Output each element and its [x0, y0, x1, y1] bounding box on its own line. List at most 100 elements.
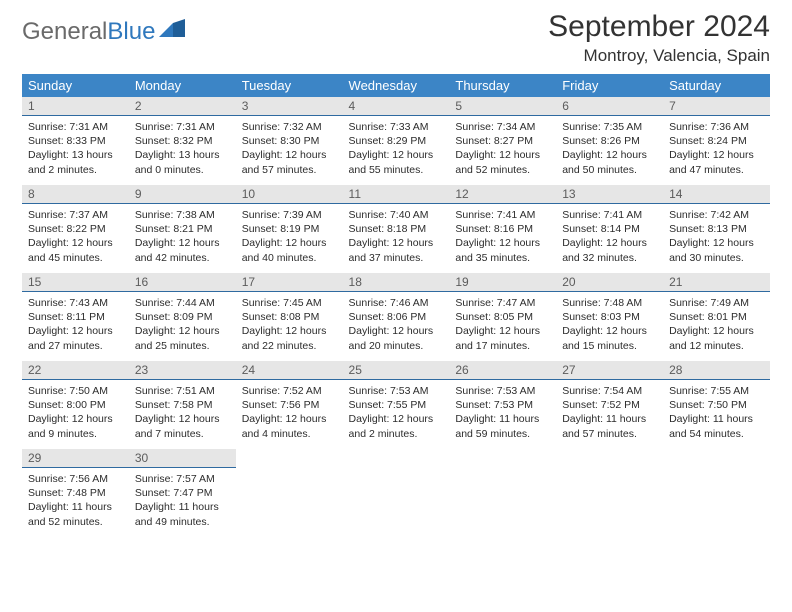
sunrise-line: Sunrise: 7:40 AM — [349, 208, 444, 222]
calendar-cell: 15Sunrise: 7:43 AMSunset: 8:11 PMDayligh… — [22, 273, 129, 361]
day-number: 22 — [22, 361, 129, 380]
day-number: 26 — [449, 361, 556, 380]
day-number: 5 — [449, 97, 556, 116]
day-details: Sunrise: 7:53 AMSunset: 7:53 PMDaylight:… — [449, 380, 556, 445]
sunrise-line: Sunrise: 7:43 AM — [28, 296, 123, 310]
daylight-line: Daylight: 12 hours and 20 minutes. — [349, 324, 444, 352]
day-details: Sunrise: 7:38 AMSunset: 8:21 PMDaylight:… — [129, 204, 236, 269]
sunrise-line: Sunrise: 7:44 AM — [135, 296, 230, 310]
sunrise-line: Sunrise: 7:45 AM — [242, 296, 337, 310]
day-details: Sunrise: 7:57 AMSunset: 7:47 PMDaylight:… — [129, 468, 236, 533]
daylight-line: Daylight: 12 hours and 37 minutes. — [349, 236, 444, 264]
day-number: 17 — [236, 273, 343, 292]
calendar-body: 1Sunrise: 7:31 AMSunset: 8:33 PMDaylight… — [22, 97, 770, 537]
title-block: September 2024 Montroy, Valencia, Spain — [548, 10, 770, 66]
calendar-cell: 3Sunrise: 7:32 AMSunset: 8:30 PMDaylight… — [236, 97, 343, 185]
sunset-line: Sunset: 8:05 PM — [455, 310, 550, 324]
sunset-line: Sunset: 8:08 PM — [242, 310, 337, 324]
calendar-cell: 14Sunrise: 7:42 AMSunset: 8:13 PMDayligh… — [663, 185, 770, 273]
sunset-line: Sunset: 8:30 PM — [242, 134, 337, 148]
sunrise-line: Sunrise: 7:52 AM — [242, 384, 337, 398]
weekday-header: Tuesday — [236, 74, 343, 97]
sunset-line: Sunset: 8:26 PM — [562, 134, 657, 148]
sunset-line: Sunset: 8:06 PM — [349, 310, 444, 324]
daylight-line: Daylight: 12 hours and 25 minutes. — [135, 324, 230, 352]
calendar-cell: 23Sunrise: 7:51 AMSunset: 7:58 PMDayligh… — [129, 361, 236, 449]
calendar-cell — [236, 449, 343, 537]
sunset-line: Sunset: 7:56 PM — [242, 398, 337, 412]
calendar-cell: 8Sunrise: 7:37 AMSunset: 8:22 PMDaylight… — [22, 185, 129, 273]
day-details: Sunrise: 7:45 AMSunset: 8:08 PMDaylight:… — [236, 292, 343, 357]
sunset-line: Sunset: 8:13 PM — [669, 222, 764, 236]
day-number: 2 — [129, 97, 236, 116]
daylight-line: Daylight: 12 hours and 47 minutes. — [669, 148, 764, 176]
calendar-cell: 30Sunrise: 7:57 AMSunset: 7:47 PMDayligh… — [129, 449, 236, 537]
day-number: 30 — [129, 449, 236, 468]
daylight-line: Daylight: 12 hours and 42 minutes. — [135, 236, 230, 264]
calendar-cell: 19Sunrise: 7:47 AMSunset: 8:05 PMDayligh… — [449, 273, 556, 361]
day-number: 15 — [22, 273, 129, 292]
sunset-line: Sunset: 7:52 PM — [562, 398, 657, 412]
day-details: Sunrise: 7:42 AMSunset: 8:13 PMDaylight:… — [663, 204, 770, 269]
day-details: Sunrise: 7:51 AMSunset: 7:58 PMDaylight:… — [129, 380, 236, 445]
day-details: Sunrise: 7:50 AMSunset: 8:00 PMDaylight:… — [22, 380, 129, 445]
daylight-line: Daylight: 12 hours and 2 minutes. — [349, 412, 444, 440]
sunset-line: Sunset: 8:16 PM — [455, 222, 550, 236]
day-details: Sunrise: 7:46 AMSunset: 8:06 PMDaylight:… — [343, 292, 450, 357]
sunset-line: Sunset: 8:03 PM — [562, 310, 657, 324]
calendar-cell: 9Sunrise: 7:38 AMSunset: 8:21 PMDaylight… — [129, 185, 236, 273]
sunrise-line: Sunrise: 7:33 AM — [349, 120, 444, 134]
sunset-line: Sunset: 7:47 PM — [135, 486, 230, 500]
day-number: 4 — [343, 97, 450, 116]
sunrise-line: Sunrise: 7:47 AM — [455, 296, 550, 310]
day-number: 19 — [449, 273, 556, 292]
day-number: 14 — [663, 185, 770, 204]
location: Montroy, Valencia, Spain — [548, 46, 770, 66]
sunrise-line: Sunrise: 7:35 AM — [562, 120, 657, 134]
weekday-header: Sunday — [22, 74, 129, 97]
weekday-header: Thursday — [449, 74, 556, 97]
sunset-line: Sunset: 8:14 PM — [562, 222, 657, 236]
day-number: 16 — [129, 273, 236, 292]
calendar-cell — [556, 449, 663, 537]
sunset-line: Sunset: 7:55 PM — [349, 398, 444, 412]
day-number: 12 — [449, 185, 556, 204]
brand-logo: GeneralBlue — [22, 10, 187, 46]
day-number: 18 — [343, 273, 450, 292]
daylight-line: Daylight: 13 hours and 0 minutes. — [135, 148, 230, 176]
sunset-line: Sunset: 8:22 PM — [28, 222, 123, 236]
daylight-line: Daylight: 11 hours and 49 minutes. — [135, 500, 230, 528]
daylight-line: Daylight: 11 hours and 52 minutes. — [28, 500, 123, 528]
weekday-header: Wednesday — [343, 74, 450, 97]
daylight-line: Daylight: 12 hours and 12 minutes. — [669, 324, 764, 352]
brand-part1: General — [22, 18, 107, 46]
daylight-line: Daylight: 11 hours and 54 minutes. — [669, 412, 764, 440]
sunrise-line: Sunrise: 7:49 AM — [669, 296, 764, 310]
calendar-cell: 13Sunrise: 7:41 AMSunset: 8:14 PMDayligh… — [556, 185, 663, 273]
day-details: Sunrise: 7:55 AMSunset: 7:50 PMDaylight:… — [663, 380, 770, 445]
calendar-cell — [343, 449, 450, 537]
calendar-cell: 24Sunrise: 7:52 AMSunset: 7:56 PMDayligh… — [236, 361, 343, 449]
day-number: 6 — [556, 97, 663, 116]
day-number: 28 — [663, 361, 770, 380]
day-details: Sunrise: 7:37 AMSunset: 8:22 PMDaylight:… — [22, 204, 129, 269]
calendar-cell: 29Sunrise: 7:56 AMSunset: 7:48 PMDayligh… — [22, 449, 129, 537]
sunrise-line: Sunrise: 7:41 AM — [455, 208, 550, 222]
day-details: Sunrise: 7:44 AMSunset: 8:09 PMDaylight:… — [129, 292, 236, 357]
calendar-cell: 5Sunrise: 7:34 AMSunset: 8:27 PMDaylight… — [449, 97, 556, 185]
calendar-cell: 2Sunrise: 7:31 AMSunset: 8:32 PMDaylight… — [129, 97, 236, 185]
sunrise-line: Sunrise: 7:54 AM — [562, 384, 657, 398]
day-number: 21 — [663, 273, 770, 292]
daylight-line: Daylight: 11 hours and 59 minutes. — [455, 412, 550, 440]
day-number: 7 — [663, 97, 770, 116]
daylight-line: Daylight: 12 hours and 7 minutes. — [135, 412, 230, 440]
calendar-cell: 26Sunrise: 7:53 AMSunset: 7:53 PMDayligh… — [449, 361, 556, 449]
sunrise-line: Sunrise: 7:56 AM — [28, 472, 123, 486]
calendar-cell: 1Sunrise: 7:31 AMSunset: 8:33 PMDaylight… — [22, 97, 129, 185]
sunrise-line: Sunrise: 7:34 AM — [455, 120, 550, 134]
weekday-header: Friday — [556, 74, 663, 97]
day-number: 3 — [236, 97, 343, 116]
calendar-week-row: 15Sunrise: 7:43 AMSunset: 8:11 PMDayligh… — [22, 273, 770, 361]
day-number: 13 — [556, 185, 663, 204]
calendar-table: SundayMondayTuesdayWednesdayThursdayFrid… — [22, 74, 770, 537]
